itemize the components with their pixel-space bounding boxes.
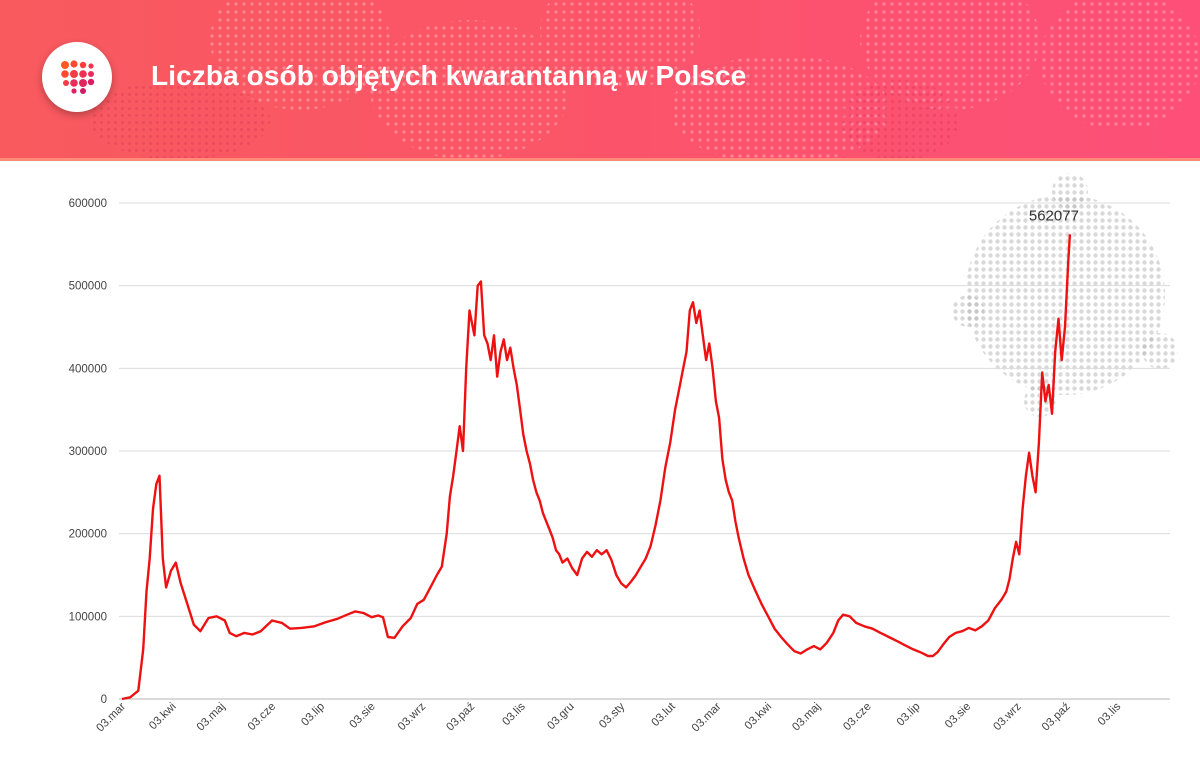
header-banner: Liczba osób objętych kwarantanną w Polsc… bbox=[0, 0, 1200, 158]
gridlines bbox=[119, 202, 1170, 700]
x-tick-label: 03.kwi bbox=[147, 701, 179, 733]
x-tick-label: 03.mar bbox=[94, 701, 128, 735]
x-axis: 03.mar 03.kwi 03.maj 03.cze 03.lip 03.sie 03.w… bbox=[94, 700, 1123, 734]
x-tick-label: 03.maj bbox=[195, 701, 228, 734]
virus-illustration bbox=[952, 173, 1178, 417]
x-tick-label: 03.cze bbox=[246, 701, 278, 733]
x-tick-label: 03.lut bbox=[650, 700, 679, 729]
x-tick-label: 03.sty bbox=[597, 700, 627, 730]
x-tick-label: 03.maj bbox=[790, 701, 823, 734]
x-tick-label: 03.lis bbox=[1096, 700, 1124, 728]
x-tick-label: 03.mar bbox=[690, 701, 724, 735]
header-divider bbox=[0, 158, 1200, 161]
x-tick-label: 03.cze bbox=[841, 701, 873, 733]
brand-logo[interactable] bbox=[42, 42, 112, 112]
dot-grid-logo-icon bbox=[61, 60, 95, 94]
x-tick-label: 03.wrz bbox=[991, 700, 1024, 733]
x-tick-label: 03.sie bbox=[348, 701, 378, 731]
x-tick-label: 03.paź bbox=[1040, 700, 1073, 733]
y-axis: 0 100000 200000 300000 400000 500000 600000 bbox=[69, 198, 107, 706]
x-tick-label: 03.wrz bbox=[396, 700, 429, 733]
y-tick-label: 500000 bbox=[69, 281, 107, 293]
line-chart: 0 100000 200000 300000 400000 500000 600000 03… bbox=[69, 173, 1178, 734]
halftone-photo-pattern bbox=[90, 0, 1200, 158]
x-tick-label: 03.gru bbox=[545, 701, 577, 733]
x-tick-label: 03.paź bbox=[444, 700, 477, 733]
y-tick-label: 300000 bbox=[69, 446, 107, 458]
y-tick-label: 100000 bbox=[69, 611, 107, 623]
y-tick-label: 600000 bbox=[69, 198, 107, 210]
series-layer bbox=[121, 234, 1072, 701]
y-tick-label: 0 bbox=[101, 694, 107, 706]
peak-value-label: 562077 bbox=[1029, 207, 1079, 224]
x-tick-label: 03.lip bbox=[895, 701, 923, 729]
page-title: Liczba osób objętych kwarantanną w Polsc… bbox=[151, 60, 747, 91]
y-tick-label: 200000 bbox=[69, 529, 107, 541]
x-tick-label: 03.lis bbox=[500, 700, 528, 728]
x-tick-label: 03.kwi bbox=[743, 701, 775, 733]
y-tick-label: 400000 bbox=[69, 363, 107, 375]
x-tick-label: 03.lip bbox=[299, 701, 327, 729]
series-line bbox=[121, 234, 1072, 701]
x-tick-label: 03.sie bbox=[943, 701, 973, 731]
